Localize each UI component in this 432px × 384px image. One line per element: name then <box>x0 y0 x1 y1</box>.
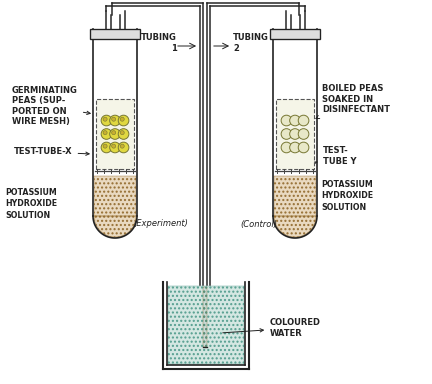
Circle shape <box>118 115 129 126</box>
Circle shape <box>110 142 121 153</box>
Circle shape <box>110 129 121 139</box>
Bar <box>96 99 134 169</box>
Text: (Control): (Control) <box>240 220 277 228</box>
Bar <box>270 29 320 39</box>
Circle shape <box>298 142 309 153</box>
Circle shape <box>111 117 116 121</box>
Text: TEST-TUBE-X: TEST-TUBE-X <box>14 147 89 157</box>
Bar <box>203 287 207 347</box>
Circle shape <box>111 144 116 148</box>
Text: TEST-
TUBE Y: TEST- TUBE Y <box>313 146 356 166</box>
Circle shape <box>111 131 116 135</box>
Bar <box>94 176 136 216</box>
Text: (Experiment): (Experiment) <box>133 220 188 228</box>
Bar <box>274 176 316 216</box>
Circle shape <box>290 115 300 126</box>
Circle shape <box>103 131 107 135</box>
Circle shape <box>120 117 124 121</box>
Circle shape <box>101 129 112 139</box>
Bar <box>274 176 316 216</box>
Text: POTASSIUM
HYDROXIDE
SOLUTION: POTASSIUM HYDROXIDE SOLUTION <box>5 189 57 220</box>
Circle shape <box>103 117 107 121</box>
Circle shape <box>281 142 292 153</box>
Circle shape <box>120 144 124 148</box>
Text: COLOURED
WATER: COLOURED WATER <box>223 318 321 338</box>
Bar <box>94 176 136 216</box>
Circle shape <box>103 144 107 148</box>
Circle shape <box>101 142 112 153</box>
Circle shape <box>290 142 300 153</box>
Circle shape <box>298 115 309 126</box>
Text: BOILED PEAS
SOAKED IN
DISINFECTANT: BOILED PEAS SOAKED IN DISINFECTANT <box>316 84 390 119</box>
Circle shape <box>298 129 309 139</box>
Bar <box>168 286 244 364</box>
Circle shape <box>290 129 300 139</box>
Bar <box>90 29 140 39</box>
Circle shape <box>120 131 124 135</box>
Circle shape <box>118 129 129 139</box>
Bar <box>168 286 244 364</box>
Text: GERMINATING
PEAS (SUP-
PORTED ON
WIRE MESH): GERMINATING PEAS (SUP- PORTED ON WIRE ME… <box>12 86 90 126</box>
Text: TUBING
1: TUBING 1 <box>141 33 177 53</box>
Bar <box>276 99 314 169</box>
Text: TUBING
2: TUBING 2 <box>233 33 269 53</box>
Circle shape <box>101 115 112 126</box>
Circle shape <box>110 115 121 126</box>
Text: POTASSIUM
HYDROXIDE
SOLUTION: POTASSIUM HYDROXIDE SOLUTION <box>321 180 373 212</box>
Circle shape <box>281 115 292 126</box>
Circle shape <box>281 129 292 139</box>
Bar <box>203 287 207 347</box>
Circle shape <box>118 142 129 153</box>
